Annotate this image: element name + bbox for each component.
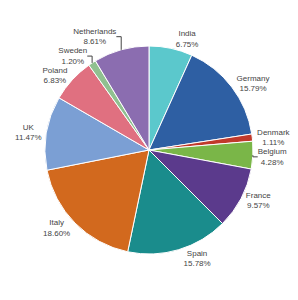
svg-text:Poland6.83%: Poland6.83%: [42, 66, 67, 85]
svg-text:Spain15.78%: Spain15.78%: [184, 249, 211, 268]
svg-text:Sweden1.20%: Sweden1.20%: [58, 46, 87, 65]
svg-text:India6.75%: India6.75%: [176, 29, 199, 48]
svg-text:UK11.47%: UK11.47%: [15, 123, 42, 142]
svg-text:France9.57%: France9.57%: [246, 191, 271, 210]
svg-text:Denmark1.11%: Denmark1.11%: [257, 128, 290, 147]
svg-text:Germany15.79%: Germany15.79%: [237, 74, 270, 93]
svg-text:Italy18.60%: Italy18.60%: [43, 218, 70, 237]
svg-text:Netherlands8.61%: Netherlands8.61%: [73, 27, 116, 46]
svg-text:Belgium4.28%: Belgium4.28%: [258, 147, 287, 166]
